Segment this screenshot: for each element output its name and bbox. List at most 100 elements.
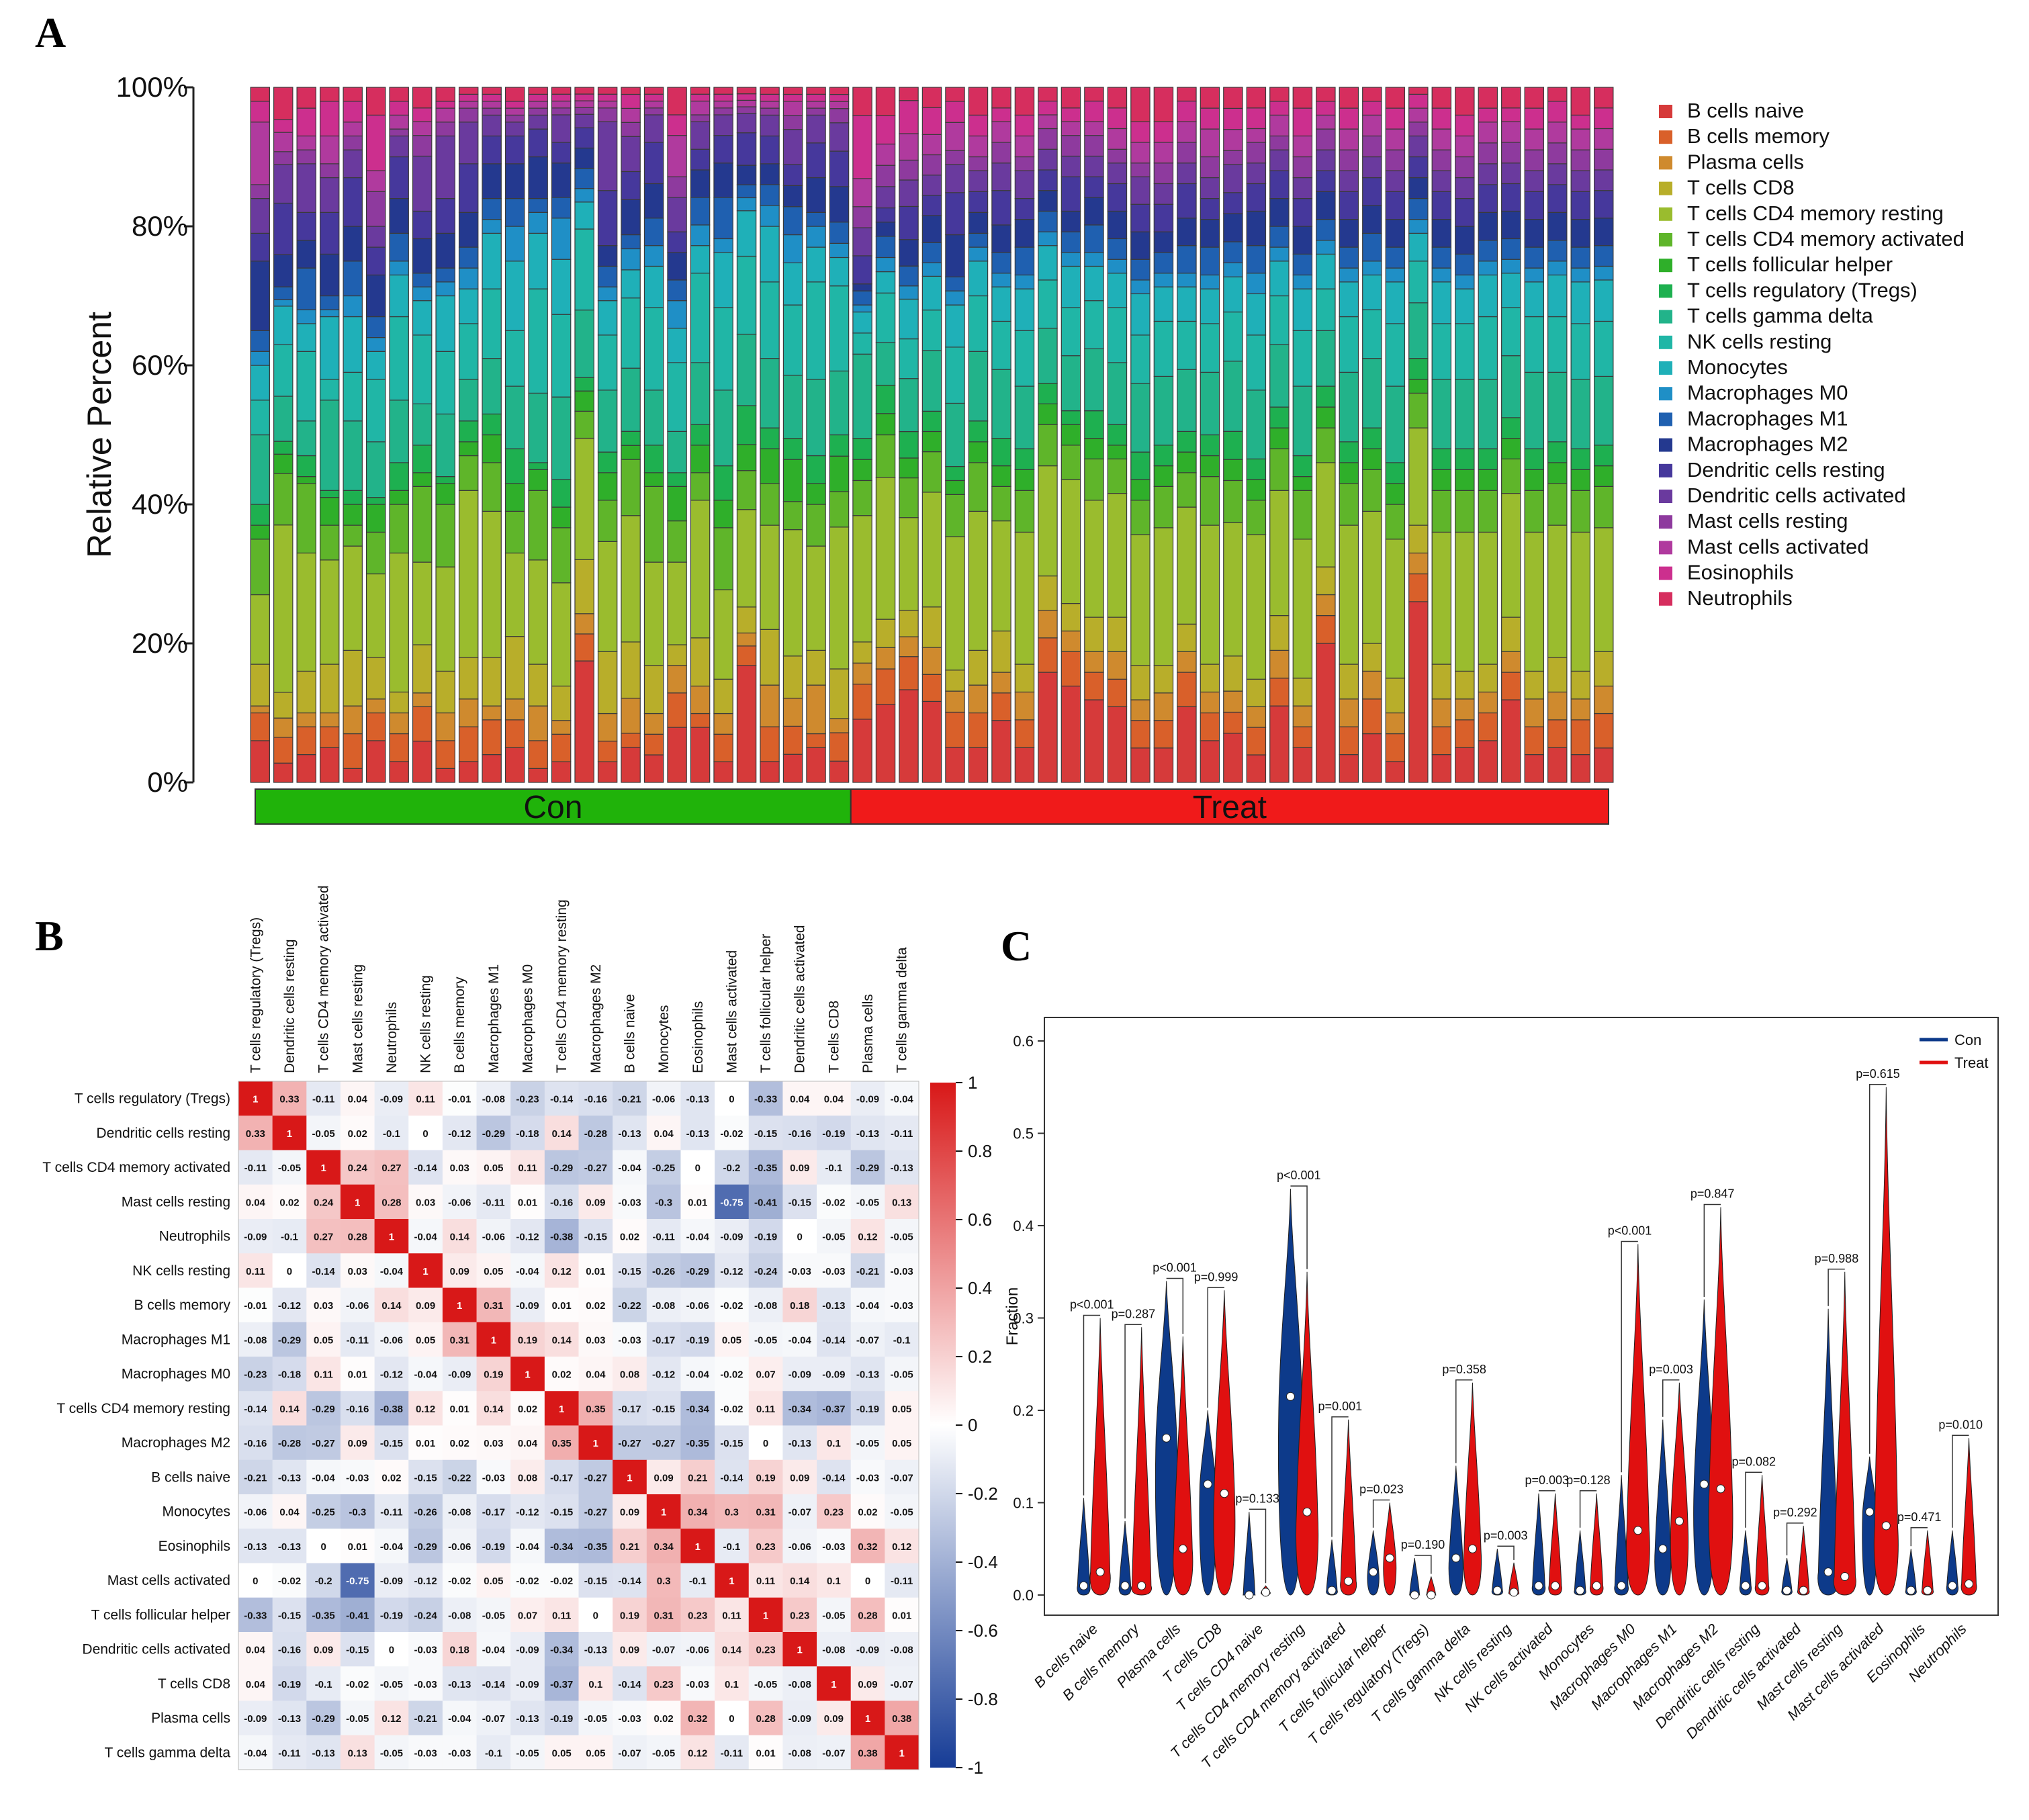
bar-segment <box>273 762 294 783</box>
bar-segment <box>736 99 757 107</box>
heatmap-cell-value: -0.1 <box>893 1334 911 1346</box>
bar-segment <box>621 87 641 95</box>
bar-segment <box>1385 191 1406 220</box>
legend-label: B cells memory <box>1687 124 1830 148</box>
heatmap-cell <box>613 1666 647 1701</box>
bar-segment <box>1292 747 1313 783</box>
bar-segment <box>1362 205 1382 234</box>
heatmap-cell <box>510 1150 545 1185</box>
bar-segment <box>1501 142 1521 164</box>
heatmap-cell-value: 0.14 <box>552 1128 572 1140</box>
bar-segment <box>829 122 850 152</box>
bar-segment <box>319 212 340 255</box>
bar-segment <box>597 100 618 109</box>
heatmap-cell-value: 0.03 <box>484 1438 503 1449</box>
bar-segment <box>389 232 409 262</box>
heatmap-cell <box>817 1735 852 1770</box>
heatmap-cell-value: 0.35 <box>552 1438 572 1449</box>
bar-segment <box>296 420 316 457</box>
bar-segment <box>412 472 433 487</box>
bar-segment <box>667 176 687 198</box>
heatmap-cell-value: 0.31 <box>484 1300 503 1312</box>
heatmap-cell <box>715 1391 750 1426</box>
bar-segment <box>1153 231 1174 253</box>
heatmap-cell-value: -0.02 <box>720 1404 743 1415</box>
violin-median <box>1327 1586 1337 1595</box>
heatmap-cell <box>613 1700 647 1736</box>
bar-segment <box>1316 427 1336 463</box>
bar-segment <box>968 246 989 262</box>
bar-segment <box>389 552 409 693</box>
bar-segment <box>760 684 780 727</box>
bar-segment <box>1431 754 1452 783</box>
bar-segment <box>250 525 270 540</box>
heatmap-cell <box>885 1391 919 1426</box>
bar-segment <box>1038 87 1058 102</box>
bar-segment <box>1524 726 1545 756</box>
colorbar-tick-label: 0.6 <box>968 1210 992 1230</box>
heatmap-cell-value: -0.21 <box>414 1713 437 1725</box>
heatmap-cell <box>442 1184 478 1220</box>
bar-segment <box>1153 720 1174 749</box>
heatmap-cell-value: 0.04 <box>246 1645 266 1656</box>
bar-segment <box>412 286 433 302</box>
heatmap-cell-value: 0.14 <box>484 1404 504 1415</box>
heatmap-cell-value: -0.24 <box>754 1266 778 1277</box>
violin-median <box>1162 1433 1171 1443</box>
bar-segment <box>1084 458 1104 501</box>
heatmap-cell-value: 0.02 <box>586 1300 605 1312</box>
bar-segment <box>1594 279 1614 322</box>
heatmap-cell <box>680 1322 715 1357</box>
heatmap-cell <box>510 1700 545 1736</box>
bar-segment <box>713 465 733 501</box>
bar-segment <box>736 165 757 185</box>
heatmap-cell-value: 0.11 <box>246 1266 265 1277</box>
colorbar <box>930 1083 956 1768</box>
bar-segment <box>319 525 340 561</box>
bar-segment <box>852 332 872 355</box>
heatmap-cell <box>680 1494 715 1529</box>
column-label: B cells naive <box>622 994 637 1073</box>
bar-segment <box>528 232 548 289</box>
bar-segment <box>1547 142 1568 165</box>
heatmap-cell <box>715 1219 750 1254</box>
heatmap-cell <box>885 1357 919 1392</box>
bar-segment <box>968 684 989 714</box>
bar-segment <box>667 328 687 363</box>
pvalue-label: p=0.023 <box>1359 1483 1404 1496</box>
heatmap-cell <box>850 1459 885 1495</box>
bar-segment <box>1200 712 1220 741</box>
bar-segment <box>597 265 618 287</box>
bar-segment <box>528 212 548 234</box>
heatmap-cell-value: 0.03 <box>348 1266 367 1277</box>
heatmap-cell <box>782 1632 817 1667</box>
bar-segment <box>1223 311 1243 362</box>
heatmap-cell <box>680 1735 715 1770</box>
heatmap-cell <box>340 1735 375 1770</box>
bar-segment <box>1478 142 1498 165</box>
bar-segment <box>1200 323 1220 373</box>
heatmap-cell-value: -0.04 <box>618 1163 641 1174</box>
bar-segment <box>1177 163 1197 185</box>
bar-segment <box>1524 754 1545 783</box>
bar-segment <box>1061 231 1081 253</box>
heatmap-cell <box>306 1632 341 1667</box>
heatmap-cell-value: -0.15 <box>652 1404 675 1415</box>
bar-segment <box>852 662 872 685</box>
heatmap-cell-value: 0.24 <box>348 1163 368 1174</box>
heatmap-cell <box>578 1459 613 1495</box>
bar-segment <box>1246 210 1267 246</box>
violin-shape <box>1670 1382 1688 1596</box>
heatmap-cell-value: 0.09 <box>348 1438 367 1449</box>
heatmap-cell <box>715 1529 750 1563</box>
heatmap-cell <box>340 1357 375 1392</box>
heatmap-cell <box>476 1322 511 1357</box>
bar-segment <box>875 413 896 436</box>
bar-segment <box>319 379 340 401</box>
bar-segment <box>482 219 502 234</box>
heatmap-cell-value: -0.25 <box>652 1163 675 1174</box>
heatmap-cell <box>476 1425 511 1461</box>
heatmap-cell <box>442 1391 478 1426</box>
heatmap-cell-value: -0.19 <box>686 1334 709 1346</box>
heatmap-cell-value: -0.05 <box>380 1679 403 1690</box>
